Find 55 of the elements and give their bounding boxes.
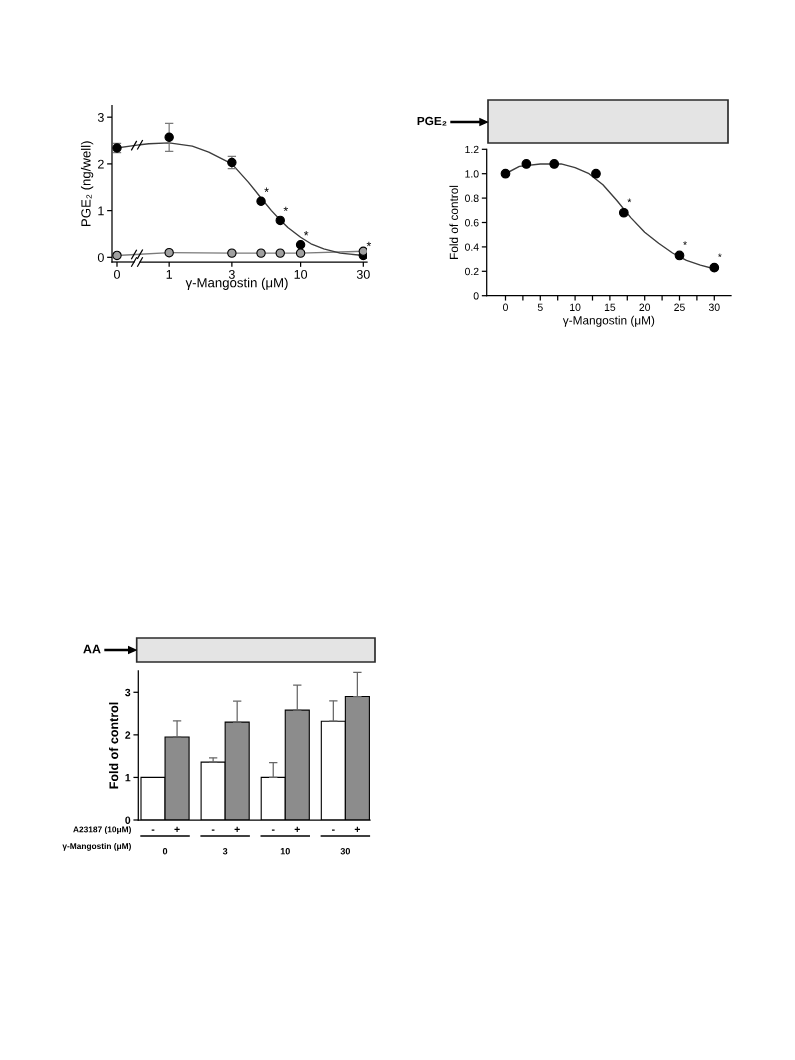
text: + [294, 826, 300, 833]
series-label: - [151, 829, 155, 831]
text: - [271, 829, 275, 831]
y-tick-label: 2 [98, 159, 104, 169]
y-tick-label: 0.6 [464, 219, 479, 227]
x-tick-label: 30 [356, 269, 370, 279]
text: AA [83, 644, 101, 654]
annotation: * [717, 253, 722, 258]
annotation: * [283, 206, 289, 212]
y-tick-label: 0 [97, 253, 104, 262]
annotation: * [264, 187, 269, 192]
y-tick-label: 0.4 [464, 243, 479, 251]
annotation: * [627, 198, 632, 203]
text: + [354, 826, 360, 833]
y-tick-label: 0 [473, 292, 479, 300]
y-axis-title: Fold of control [109, 702, 119, 789]
x-tick-label: 0 [114, 269, 120, 279]
x-tick-label: 10 [570, 303, 581, 311]
x-axis-title: γ-Mangostin (μM) [185, 277, 288, 290]
x-axis-title: γ-Mangostin (μM) [62, 842, 131, 851]
x-tick-label: 5 [537, 303, 543, 311]
y-tick-label: 0.2 [464, 267, 479, 276]
x-tick-label: 20 [639, 303, 651, 311]
x-tick-label: 10 [294, 269, 308, 279]
text: PGE₂ [417, 116, 447, 126]
x-tick-label: 3 [222, 848, 228, 855]
y-tick-label: 2 [125, 731, 131, 739]
y-tick-label: 3 [97, 112, 104, 122]
y-tick-label: 0 [125, 816, 131, 824]
y-tick-label: 3 [125, 688, 131, 697]
x-tick-label: 30 [708, 303, 720, 311]
x-tick-label: 15 [604, 303, 616, 311]
x-tick-label: 25 [674, 303, 685, 311]
x-tick-label: 0 [503, 303, 508, 311]
series-label: + [174, 826, 180, 833]
x-tick-label: 0 [162, 848, 168, 855]
y-tick-label: 1.0 [465, 170, 479, 178]
annotation: * [683, 241, 687, 245]
x-tick-label: 30 [340, 848, 351, 855]
annotation: * [303, 231, 309, 236]
x-tick-label: 3 [228, 269, 235, 279]
annotation: * [366, 241, 372, 247]
text: - [211, 829, 215, 831]
text: + [234, 826, 240, 833]
x-tick-label: 1 [166, 270, 173, 279]
text: - [332, 829, 335, 831]
y-tick-label: 1.2 [465, 145, 479, 154]
y-axis-title: PGE₂ (ng/well) [80, 141, 94, 226]
y-tick-label: 0.8 [464, 194, 479, 202]
x-axis-title: γ-Mangostin (μM) [562, 315, 655, 327]
y-axis-title: Fold of control [449, 185, 459, 259]
legend-title: A23187 (10μM) [73, 826, 131, 835]
x-tick-label: 10 [280, 848, 290, 855]
y-tick-label: 1 [125, 774, 131, 782]
y-tick-label: 1 [98, 206, 104, 216]
